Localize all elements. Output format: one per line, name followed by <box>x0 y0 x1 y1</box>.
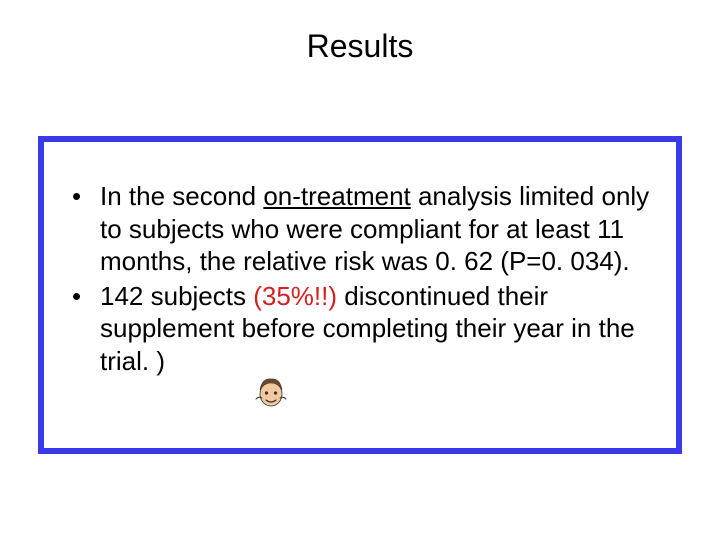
bullet1-pre: In the second <box>100 181 263 211</box>
bullet2-red: (35%!!) <box>253 281 337 311</box>
bullet-item-1: In the second on-treatment analysis limi… <box>66 180 654 278</box>
bullet1-underlined: on-treatment <box>263 181 410 211</box>
bullet-list: In the second on-treatment analysis limi… <box>66 180 654 377</box>
cartoon-face-icon <box>254 374 288 408</box>
slide-title: Results <box>0 28 720 65</box>
bullet-item-2: 142 subjects (35%!!) discontinued their … <box>66 280 654 378</box>
bullet2-pre: 142 subjects <box>100 281 253 311</box>
results-box: In the second on-treatment analysis limi… <box>38 136 682 454</box>
